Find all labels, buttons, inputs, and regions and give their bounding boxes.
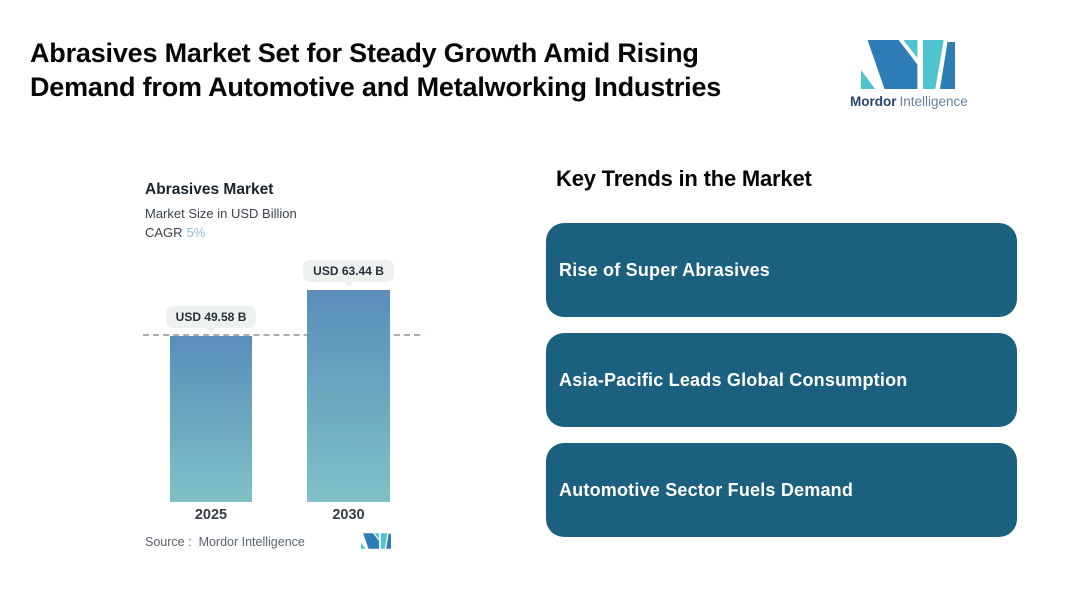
x-axis-label-2030: 2030 [332, 507, 365, 523]
chart-cagr: CAGR 5% [145, 225, 205, 240]
trend-card-label: Asia-Pacific Leads Global Consumption [559, 369, 908, 390]
source-value: Mordor Intelligence [198, 535, 305, 549]
value-label-2025: USD 49.58 B [165, 306, 257, 329]
brand-name-light: Intelligence [899, 94, 968, 109]
source-note: Source : Mordor Intelligence [145, 535, 305, 549]
cagr-value: 5% [186, 225, 206, 240]
brand-name-bold: Mordor [850, 94, 897, 109]
page-title-line2: Demand from Automotive and Metalworking … [30, 72, 722, 102]
mordor-intelligence-logo-icon [861, 40, 955, 89]
chart-title: Abrasives Market [145, 181, 274, 198]
trend-card-asia-pacific: Asia-Pacific Leads Global Consumption [546, 333, 1017, 427]
cagr-label: CAGR [145, 225, 183, 240]
reference-line [143, 334, 420, 337]
trend-card-label: Automotive Sector Fuels Demand [559, 479, 854, 500]
value-label-2025-text: USD 49.58 B [175, 310, 247, 325]
mordor-logo-icon-small [361, 533, 391, 549]
trend-card-super-abrasives: Rise of Super Abrasives [546, 223, 1017, 317]
page-title: Abrasives Market Set for Steady Growth A… [30, 36, 721, 104]
brand-logo: Mordor Intelligence [850, 40, 968, 109]
trend-card-label: Rise of Super Abrasives [559, 259, 771, 280]
page-title-line1: Abrasives Market Set for Steady Growth A… [30, 38, 699, 68]
source-label: Source : [145, 535, 192, 549]
x-axis-label-2025: 2025 [194, 507, 228, 523]
bar-rect-2030 [307, 290, 390, 502]
brand-wordmark: Mordor Intelligence [850, 94, 968, 109]
bar-group-2025: USD 49.58 B [165, 306, 257, 502]
trend-card-automotive: Automotive Sector Fuels Demand [546, 443, 1017, 537]
bar-rect-2025 [170, 336, 252, 502]
value-label-2030-text: USD 63.44 B [313, 264, 384, 278]
trends-heading: Key Trends in the Market [556, 166, 812, 191]
value-label-2030: USD 63.44 B [303, 260, 394, 282]
bar-plot: USD 49.58 B USD 63.44 B [143, 260, 420, 502]
chart-subtitle: Market Size in USD Billion [145, 206, 297, 221]
bar-group-2030: USD 63.44 B [303, 260, 394, 502]
